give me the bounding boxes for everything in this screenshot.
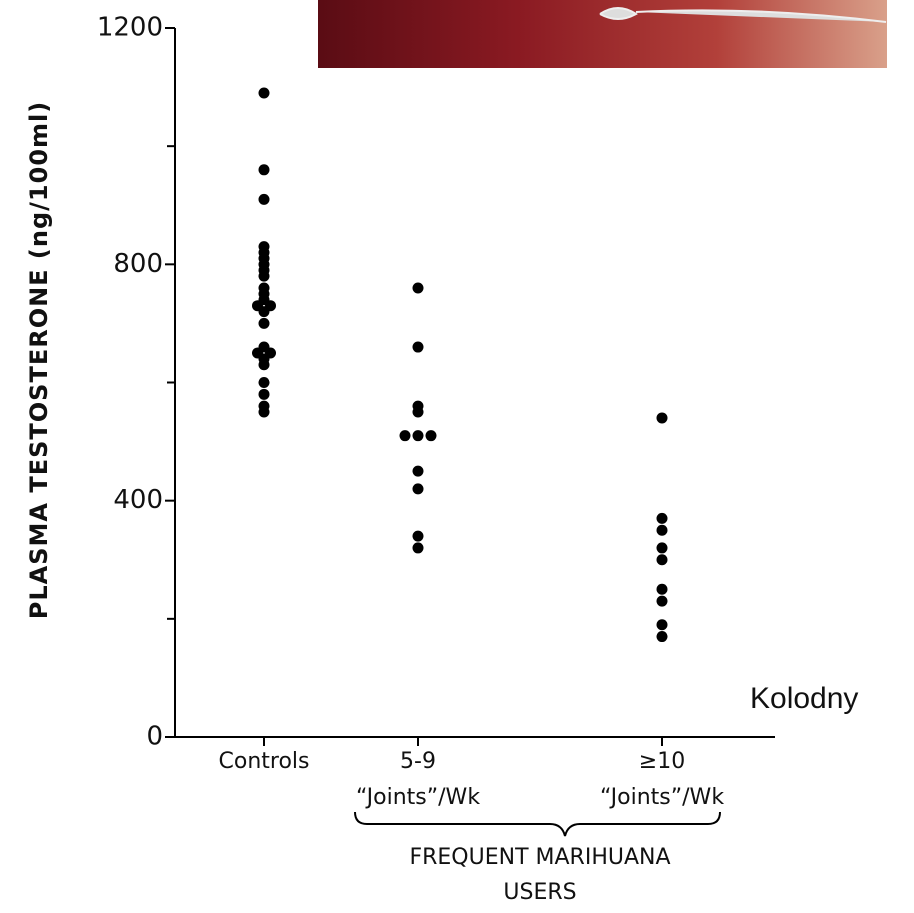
dot bbox=[400, 430, 411, 441]
x-tick-label: “Joints”/Wk bbox=[356, 785, 480, 810]
photo bbox=[318, 0, 887, 68]
dot bbox=[657, 596, 668, 607]
dot bbox=[259, 359, 270, 370]
y-tick-label: 1200 bbox=[97, 13, 163, 43]
dot bbox=[259, 164, 270, 175]
annotation: Kolodny bbox=[750, 682, 858, 715]
dot bbox=[657, 525, 668, 536]
dot bbox=[413, 542, 424, 553]
y-axis-label: PLASMA TESTOSTERONE (ng/100ml) bbox=[25, 101, 53, 619]
dot bbox=[259, 306, 270, 317]
y-tick-label: 400 bbox=[113, 485, 163, 515]
dot bbox=[426, 430, 437, 441]
dot bbox=[657, 412, 668, 423]
dot bbox=[259, 87, 270, 98]
dot bbox=[259, 389, 270, 400]
dot bbox=[413, 407, 424, 418]
dot bbox=[259, 271, 270, 282]
dot bbox=[413, 483, 424, 494]
dot bbox=[259, 194, 270, 205]
dot bbox=[657, 584, 668, 595]
dot bbox=[657, 554, 668, 565]
y-tick-label: 800 bbox=[113, 249, 163, 279]
dot bbox=[259, 377, 270, 388]
x-tick-label: “Joints”/Wk bbox=[600, 785, 724, 810]
dot bbox=[657, 631, 668, 642]
dot bbox=[413, 466, 424, 477]
x-tick-label: 5-9 bbox=[400, 749, 436, 774]
y-tick-label: 0 bbox=[146, 722, 163, 752]
dot bbox=[413, 342, 424, 353]
dot bbox=[657, 619, 668, 630]
group-label: FREQUENT MARIHUANA bbox=[409, 845, 670, 870]
dot bbox=[259, 318, 270, 329]
x-tick-label: ≥10 bbox=[639, 749, 685, 774]
dot bbox=[413, 531, 424, 542]
dot bbox=[413, 430, 424, 441]
dot bbox=[413, 282, 424, 293]
x-tick-label: Controls bbox=[219, 749, 310, 774]
bracket bbox=[355, 812, 720, 836]
group-label: USERS bbox=[503, 880, 576, 905]
dot bbox=[259, 407, 270, 418]
chart: PLASMA TESTOSTERONE (ng/100ml) FREQUENT … bbox=[0, 0, 914, 913]
dot bbox=[657, 513, 668, 524]
dot bbox=[657, 542, 668, 553]
